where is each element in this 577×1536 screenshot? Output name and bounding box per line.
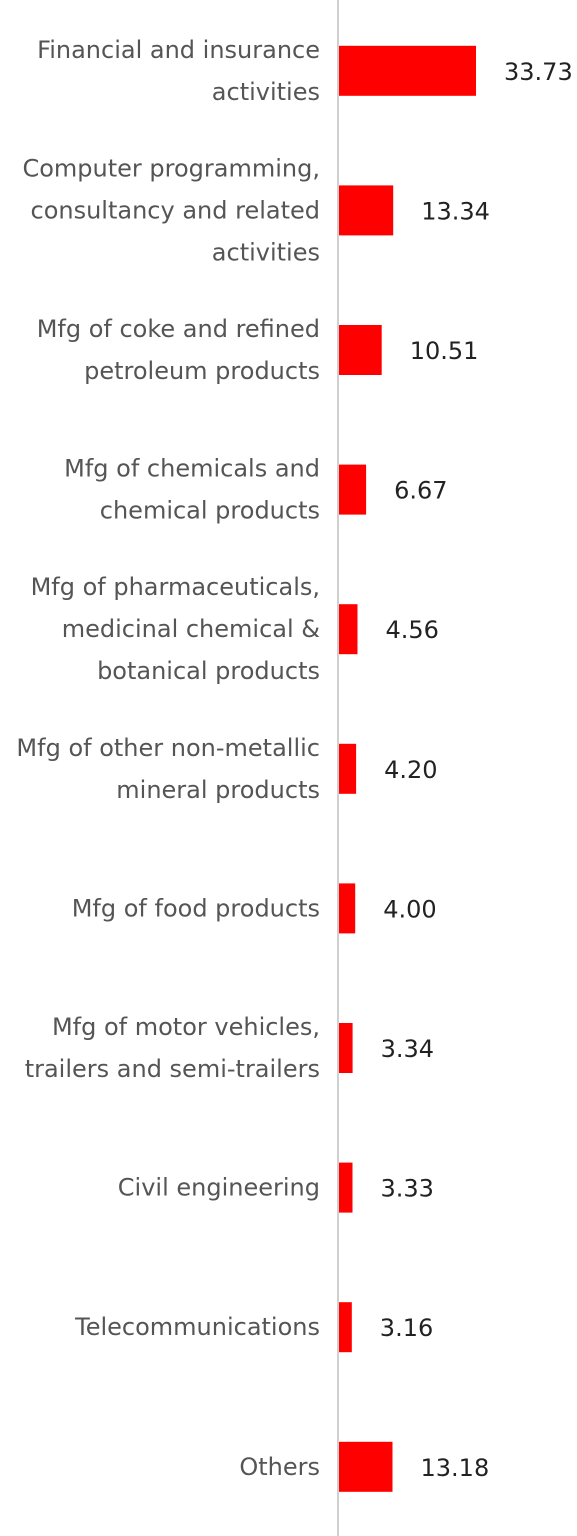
value-label-7: 3.34 — [381, 1035, 434, 1063]
category-label-3: Mfg of chemicals and chemical products — [64, 455, 320, 525]
bar-8 — [339, 1162, 353, 1213]
category-label-7: Mfg of motor vehicles, trailers and semi-… — [25, 1013, 320, 1083]
category-label-line: Mfg of coke and refined — [37, 315, 320, 343]
bar-4 — [339, 604, 358, 655]
category-label-line: trailers and semi-trailers — [25, 1055, 320, 1083]
value-label-9: 3.16 — [380, 1314, 433, 1342]
bar-9 — [339, 1302, 352, 1353]
category-label-line: activities — [212, 78, 320, 106]
category-label-line: consultancy and related — [31, 196, 321, 224]
value-label-8: 3.33 — [381, 1175, 434, 1203]
value-label-3: 6.67 — [394, 477, 447, 505]
category-label-4: Mfg of pharmaceuticals, medicinal chemica… — [31, 573, 320, 685]
bar-5 — [339, 743, 357, 794]
value-label-4: 4.56 — [386, 616, 439, 644]
category-labels-group: Financial and insurance activitiesCompute… — [16, 36, 320, 1481]
category-label-line: Mfg of other non-metallic — [16, 734, 320, 762]
category-label-line: Financial and insurance — [37, 36, 320, 64]
category-label-10: Others — [239, 1453, 320, 1481]
category-label-9: Telecommunications — [74, 1313, 320, 1341]
category-label-line: botanical products — [97, 657, 320, 685]
bar-6 — [339, 883, 356, 934]
bar-10 — [339, 1441, 393, 1492]
category-label-line: Mfg of pharmaceuticals, — [31, 573, 320, 601]
value-label-10: 13.18 — [421, 1454, 490, 1482]
category-label-line: Telecommunications — [74, 1313, 320, 1341]
category-label-line: petroleum products — [84, 357, 320, 385]
bar-2 — [339, 325, 382, 375]
category-label-2: Mfg of coke and refined petroleum product… — [37, 315, 320, 385]
category-label-0: Financial and insurance activities — [37, 36, 320, 106]
bars-group — [339, 45, 476, 1492]
category-label-line: mineral products — [116, 776, 320, 804]
bar-0 — [339, 45, 476, 96]
category-label-line: medicinal chemical & — [62, 615, 320, 643]
category-label-line: Mfg of motor vehicles, — [52, 1013, 320, 1041]
value-label-0: 33.73 — [504, 58, 573, 86]
category-label-1: Computer programming, consultancy and rel… — [22, 154, 320, 266]
category-label-6: Mfg of food products — [72, 894, 320, 922]
category-label-line: Others — [239, 1453, 320, 1481]
category-label-line: Mfg of chemicals and — [64, 455, 320, 483]
bar-3 — [339, 464, 367, 515]
category-label-line: chemical products — [100, 497, 320, 525]
category-label-8: Civil engineering — [118, 1174, 320, 1202]
bar-7 — [339, 1023, 353, 1073]
value-label-6: 4.00 — [383, 895, 436, 923]
value-labels-group: 33.73 13.34 10.51 6.67 4.56 4.20 4.00 3.34 3.33 3… — [380, 58, 573, 1482]
category-label-line: activities — [212, 238, 320, 266]
value-label-2: 10.51 — [410, 337, 479, 365]
bar-1 — [339, 185, 394, 236]
category-label-line: Mfg of food products — [72, 894, 320, 922]
category-label-5: Mfg of other non-metallic mineral product… — [16, 734, 320, 804]
value-label-5: 4.20 — [384, 756, 437, 784]
category-label-line: Computer programming, — [22, 154, 320, 182]
value-label-1: 13.34 — [421, 197, 490, 225]
category-label-line: Civil engineering — [118, 1174, 320, 1202]
